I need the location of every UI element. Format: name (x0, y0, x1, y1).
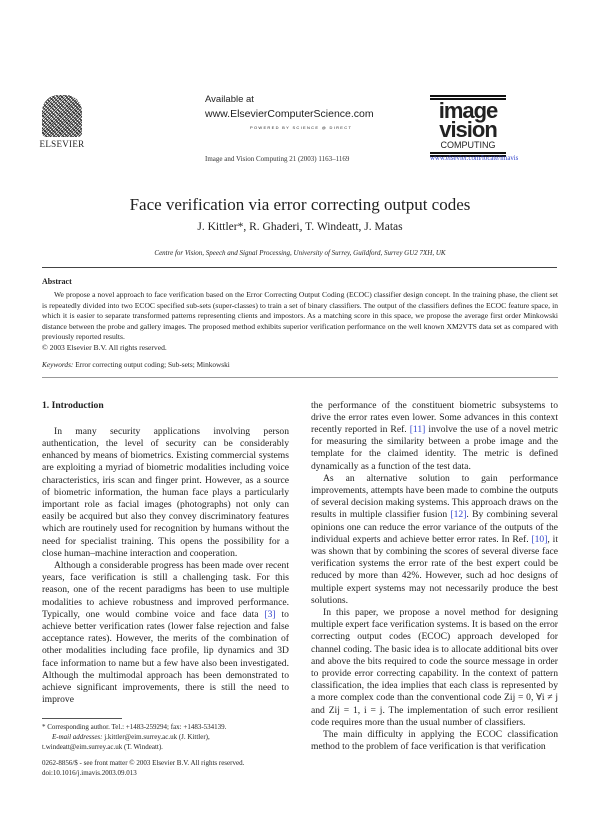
elsevier-tree-icon (42, 95, 82, 137)
journal-logo-word: COMPUTING (440, 140, 496, 150)
powered-by: POWERED BY SCIENCE @ DIRECT (250, 125, 353, 130)
right-column: the performance of the constituent biome… (311, 400, 558, 779)
footnote-block: * Corresponding author. Tel.: +1483-2592… (42, 706, 289, 778)
front-matter: 0262-8856/$ - see front matter © 2003 El… (42, 758, 289, 778)
paragraph: As an alternative solution to gain perfo… (311, 472, 558, 606)
available-at: Available at (205, 94, 254, 105)
article-body: Abstract We propose a novel approach to … (42, 277, 558, 778)
paper-title: Face verification via error correcting o… (129, 195, 471, 214)
abstract-text: We propose a novel approach to face veri… (42, 290, 558, 342)
abstract-copyright: © 2003 Elsevier B.V. All rights reserved… (42, 342, 167, 352)
journal-logo-word: image (438, 98, 499, 123)
journal-reference: Image and Vision Computing 21 (2003) 116… (205, 155, 350, 163)
keywords-label: Keywords: (42, 359, 74, 369)
abstract-heading: Abstract (42, 277, 72, 286)
authors: J. Kittler*, R. Ghaderi, T. Windeatt, J.… (197, 221, 403, 233)
citation-link[interactable]: [3] (264, 608, 276, 620)
section-heading: 1. Introduction (42, 399, 104, 411)
paragraph: In many security applications involving … (42, 425, 289, 559)
elsevier-logo: ELSEVIER (38, 95, 86, 149)
paragraph: the performance of the constituent biome… (311, 399, 558, 472)
left-column: 1. Introduction In many security applica… (42, 400, 289, 779)
paragraph: In this paper, we propose a novel method… (311, 607, 558, 728)
email-label: E-mail addresses: (52, 733, 103, 742)
footnote: * Corresponding author. Tel.: +1483-2592… (42, 722, 289, 752)
journal-logo: image vision COMPUTING (430, 94, 506, 158)
divider (42, 376, 558, 378)
citation-link[interactable]: [10] (531, 533, 548, 545)
availability-block: Available at www.ElsevierComputerScience… (205, 93, 374, 135)
keywords-list: Error correcting output coding; Sub-sets… (75, 359, 230, 369)
keywords: Keywords: Error correcting output coding… (42, 360, 558, 370)
paragraph: Although a considerable progress has bee… (42, 560, 289, 706)
elsevier-logo-text: ELSEVIER (39, 139, 85, 149)
paragraph: The main difficulty in applying the ECOC… (311, 729, 558, 753)
citation-link[interactable]: [12] (450, 509, 467, 521)
email-addresses: j.kittler@eim.surrey.ac.uk (J. Kittler),… (42, 733, 210, 752)
issn-line: 0262-8856/$ - see front matter © 2003 El… (42, 759, 245, 768)
journal-logo-word: vision (439, 117, 498, 142)
journal-url[interactable]: www.elsevier.com/locate/imavis (430, 155, 519, 162)
citation-link[interactable]: [11] (409, 423, 426, 435)
site-url[interactable]: www.ElsevierComputerScience.com (205, 108, 374, 120)
affiliation: Centre for Vision, Speech and Signal Pro… (154, 249, 446, 257)
divider (42, 267, 557, 268)
corresponding-author: * Corresponding author. Tel.: +1483-2592… (42, 723, 227, 732)
doi: doi:10.1016/j.imavis.2003.09.013 (42, 769, 137, 778)
footnote-divider (42, 718, 122, 720)
two-column-body: 1. Introduction In many security applica… (42, 400, 558, 779)
